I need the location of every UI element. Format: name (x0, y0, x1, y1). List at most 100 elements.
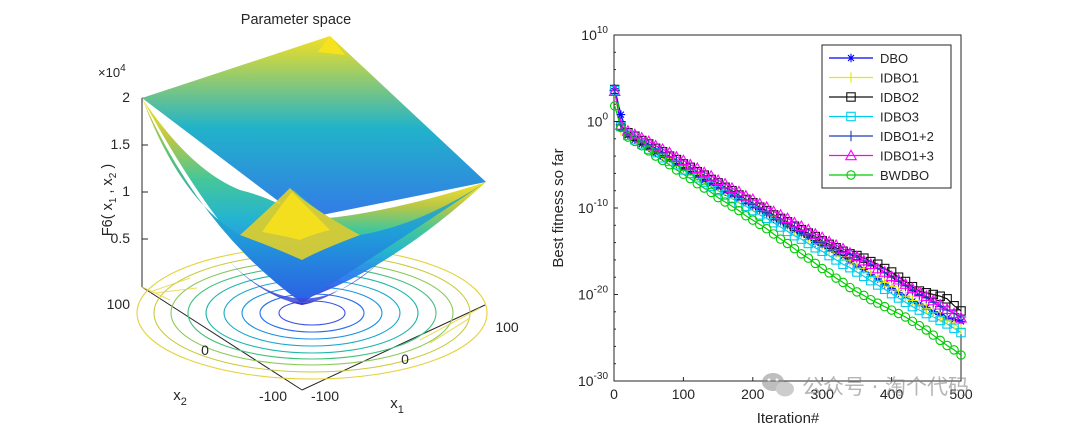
x1-axis-label: x1 (390, 395, 404, 416)
data-point (955, 323, 967, 335)
data-point (885, 269, 898, 282)
data-point (940, 302, 954, 314)
data-point (663, 146, 676, 158)
data-point (927, 294, 940, 306)
x2-tick-label: 0 (201, 342, 209, 358)
data-point (846, 170, 856, 180)
data-point (642, 135, 655, 147)
data-point (920, 289, 933, 301)
data-point (914, 299, 925, 311)
z-tick-label: 2 (122, 89, 130, 105)
x2-tick-label: -100 (259, 388, 287, 404)
data-point (698, 166, 711, 178)
z-axis-label: F6( x1 , x2 ) (100, 164, 119, 236)
data-point (657, 155, 668, 166)
z-multiplier: ×104 (98, 63, 126, 80)
x-tick-label: 500 (949, 386, 973, 402)
data-point (921, 303, 932, 314)
data-point (616, 110, 626, 119)
data-point (754, 219, 765, 230)
z-tick-label: 0.5 (111, 230, 131, 246)
data-point (713, 192, 723, 203)
data-point (886, 281, 897, 292)
x2-axis-label: x2 (173, 387, 187, 408)
data-point (843, 246, 857, 258)
axis-ticks: 0 100 200 300 400 500 1010 100 10-10 10-20 10-30 (578, 25, 973, 402)
data-point (941, 315, 953, 326)
legend-label: IDBO3 (880, 110, 919, 125)
data-point (685, 173, 696, 184)
data-point (857, 254, 870, 266)
data-point (796, 249, 807, 259)
data-point (705, 169, 718, 181)
data-point (850, 250, 864, 262)
data-point (718, 177, 732, 189)
data-point (900, 312, 911, 322)
surface-chart: Parameter space 0.5 1 1.5 2 ×104 F6( x1 … (98, 12, 519, 416)
x1-tick-label: -100 (311, 388, 339, 404)
data-point (664, 160, 675, 170)
data-point (656, 142, 669, 154)
data-point (616, 122, 626, 133)
data-point (914, 320, 925, 331)
data-point (935, 335, 945, 346)
data-point (727, 201, 737, 212)
data-point (846, 111, 856, 122)
data-point (831, 273, 841, 283)
series-markers (608, 84, 968, 360)
data-point (670, 150, 683, 162)
data-point (809, 227, 822, 239)
x-tick-label: 300 (811, 386, 835, 402)
data-point (649, 139, 662, 151)
x-tick-label: 100 (672, 386, 696, 402)
data-point (865, 268, 876, 279)
legend-label: DBO (880, 51, 908, 66)
surface-title: Parameter space (241, 12, 351, 28)
data-point (720, 197, 730, 207)
data-point (810, 243, 821, 253)
z-tick-label: 1 (122, 183, 130, 199)
data-point (725, 181, 739, 193)
data-point (753, 197, 766, 209)
data-point (609, 101, 620, 111)
wechat-icon (762, 373, 794, 397)
data-point (942, 340, 952, 351)
data-point (914, 305, 925, 315)
data-point (711, 173, 725, 186)
data-point (650, 151, 661, 161)
data-point (734, 205, 744, 216)
data-point (628, 128, 641, 140)
data-point (802, 223, 815, 235)
data-point (706, 187, 716, 198)
data-point (781, 212, 794, 224)
y-tick-label: 100 (587, 112, 609, 130)
data-point (838, 277, 848, 288)
data-point (956, 327, 966, 338)
data-point (907, 301, 918, 312)
legend-label: IDBO1 (880, 71, 919, 86)
data-point (810, 258, 821, 269)
data-point (684, 158, 697, 170)
data-point (954, 311, 968, 323)
data-point (608, 84, 621, 96)
data-point (671, 165, 682, 175)
data-point (788, 216, 801, 228)
data-point (643, 139, 654, 151)
data-point (732, 185, 746, 197)
surface-back-peak (318, 36, 345, 55)
x-tick-label: 400 (880, 386, 904, 402)
legend-label: IDBO1+2 (880, 129, 934, 144)
data-point (899, 277, 912, 289)
data-point (677, 154, 690, 166)
data-point (621, 124, 635, 136)
data-point (637, 140, 647, 151)
surface-back-face (142, 36, 486, 219)
data-point (692, 179, 703, 189)
x-tick-label: 200 (741, 386, 765, 402)
data-point (914, 289, 925, 300)
data-point (635, 131, 648, 143)
data-point (746, 193, 759, 205)
data-point (949, 345, 959, 355)
data-point (921, 325, 932, 335)
